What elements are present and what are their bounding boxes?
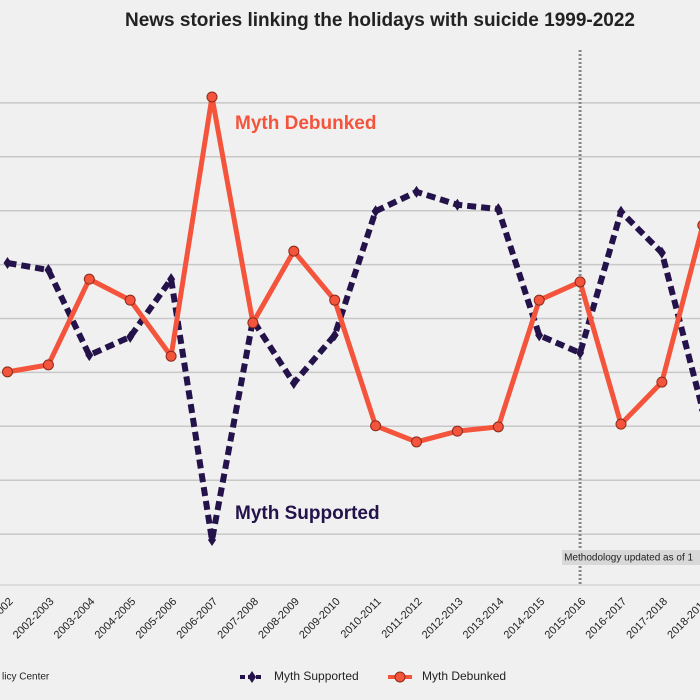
point bbox=[126, 330, 135, 343]
point bbox=[535, 329, 544, 342]
point bbox=[3, 256, 12, 269]
point bbox=[329, 294, 341, 306]
point bbox=[330, 329, 339, 342]
legend-item: Myth Debunked bbox=[388, 669, 506, 683]
point bbox=[656, 376, 668, 388]
point bbox=[697, 220, 700, 230]
point bbox=[247, 317, 259, 329]
series-line bbox=[6, 188, 700, 544]
legend-marker bbox=[394, 671, 406, 683]
point bbox=[85, 349, 94, 362]
point bbox=[451, 425, 463, 437]
point bbox=[208, 534, 216, 547]
point bbox=[453, 198, 462, 211]
chart-title: News stories linking the holidays with s… bbox=[125, 10, 635, 31]
annotation-box bbox=[562, 550, 700, 565]
point bbox=[533, 294, 545, 306]
legend-marker bbox=[248, 671, 256, 683]
point bbox=[411, 436, 422, 448]
point bbox=[574, 276, 586, 288]
point bbox=[412, 185, 421, 198]
point bbox=[657, 246, 666, 259]
series-line bbox=[7, 94, 700, 445]
point bbox=[288, 245, 300, 257]
point bbox=[289, 377, 298, 390]
point bbox=[83, 273, 95, 285]
legend-item: Myth Supported bbox=[240, 669, 359, 683]
point bbox=[206, 91, 218, 103]
point bbox=[42, 359, 54, 371]
annotation: Myth Supported bbox=[235, 503, 380, 524]
legend-label: Myth Debunked bbox=[422, 669, 506, 683]
point bbox=[370, 420, 382, 432]
point bbox=[494, 203, 503, 216]
legend-label: Myth Supported bbox=[274, 669, 359, 683]
point bbox=[617, 205, 625, 218]
annotation: Myth Debunked bbox=[235, 113, 376, 134]
point bbox=[124, 294, 136, 306]
point bbox=[576, 346, 585, 359]
point bbox=[165, 350, 177, 362]
point bbox=[371, 205, 380, 218]
point bbox=[2, 366, 13, 378]
point bbox=[492, 421, 504, 433]
point bbox=[615, 418, 627, 430]
point bbox=[167, 273, 176, 286]
annotation: Methodology updated as of 1 bbox=[564, 553, 693, 564]
source: licy Center bbox=[2, 672, 50, 683]
point bbox=[44, 263, 53, 276]
